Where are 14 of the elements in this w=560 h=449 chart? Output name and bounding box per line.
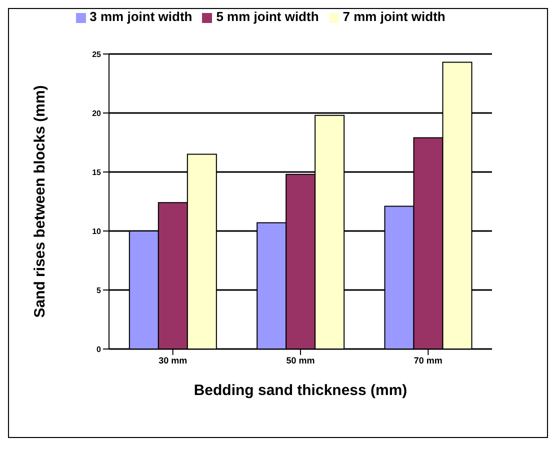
legend-label: 5 mm joint width bbox=[216, 9, 319, 24]
x-tick-label: 50 mm bbox=[286, 355, 315, 366]
legend-label: 3 mm joint width bbox=[90, 9, 192, 24]
y-tick-label: 20 bbox=[92, 108, 102, 118]
y-tick-label: 5 bbox=[96, 286, 102, 295]
y-tick-label: 0 bbox=[96, 344, 102, 354]
x-tick-label: 70 mm bbox=[414, 355, 442, 366]
x-tick-label: 30 mm bbox=[158, 355, 188, 366]
x-axis-title: Bedding sand thickness (mm) bbox=[194, 382, 408, 399]
y-axis-title: Sand rises between blocks (mm) bbox=[31, 85, 48, 318]
y-tick-label: 15 bbox=[92, 168, 102, 177]
legend-label: 7 mm joint width bbox=[342, 9, 446, 24]
y-tick-label: 25 bbox=[92, 50, 102, 59]
y-tick-label: 10 bbox=[92, 226, 102, 236]
